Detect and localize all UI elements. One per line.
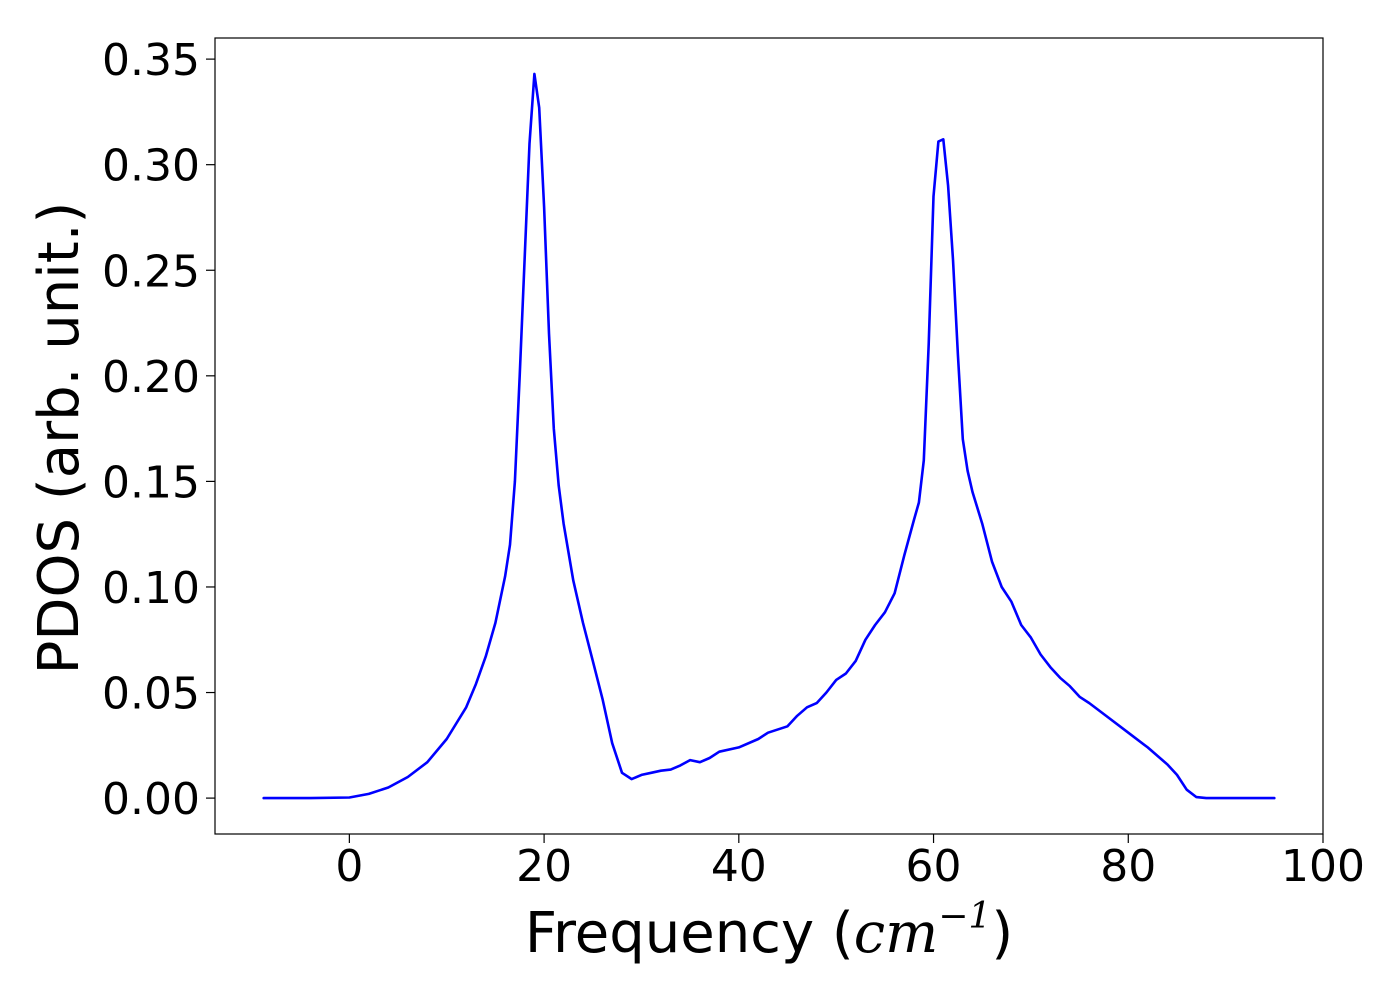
y-tick-label: 0.05 xyxy=(102,669,200,720)
y-axis: 0.00 0.05 0.10 0.15 0.20 0.25 0.30 0.35 xyxy=(102,35,215,825)
y-tick-label: 0.15 xyxy=(102,457,200,508)
x-axis: 0 20 40 60 80 100 xyxy=(335,834,1365,892)
plot-area-frame xyxy=(214,37,1324,835)
x-tick-label: 80 xyxy=(1100,841,1156,892)
x-tick-label: 100 xyxy=(1281,841,1365,892)
x-axis-unit: cm xyxy=(854,901,938,966)
x-axis-unit-exponent: −1 xyxy=(938,896,991,937)
y-tick-label: 0.00 xyxy=(102,774,200,825)
x-tick-label: 0 xyxy=(335,841,363,892)
y-tick-label: 0.10 xyxy=(102,563,200,614)
x-tick-label: 60 xyxy=(906,841,962,892)
y-tick-label: 0.35 xyxy=(102,35,200,86)
x-tick-label: 40 xyxy=(711,841,767,892)
series-layer xyxy=(262,72,1276,800)
x-tick-label: 20 xyxy=(516,841,572,892)
x-axis-title: Frequency (cm−1) xyxy=(525,896,1013,966)
pdos-series-line xyxy=(262,72,1276,800)
y-axis-title: PDOS (arb. unit.) xyxy=(27,202,92,675)
y-tick-label: 0.20 xyxy=(102,352,200,403)
y-tick-label: 0.25 xyxy=(102,246,200,297)
y-tick-label: 0.30 xyxy=(102,141,200,192)
